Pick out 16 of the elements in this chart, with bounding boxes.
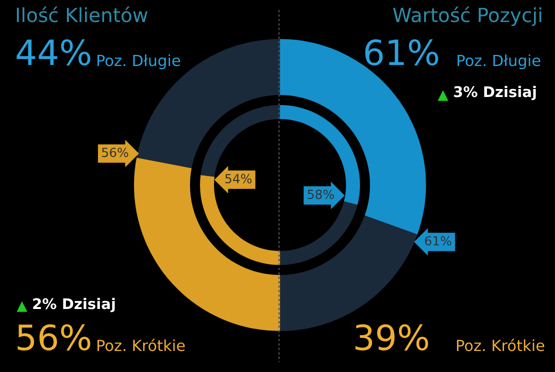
slice-label: Poz. Krótkie	[456, 338, 544, 352]
text: 39%	[355, 324, 428, 350]
text: 56%	[18, 324, 90, 350]
slice-label: Poz. Krótkie	[98, 338, 185, 352]
data-label: 56%	[102, 148, 128, 158]
slice-label: Poz. Długie	[458, 54, 540, 70]
slice-label: Poz. Długie	[98, 54, 180, 70]
text: 44%	[16, 39, 90, 66]
data-label: 61%	[425, 236, 452, 246]
text: 61%	[365, 39, 438, 66]
text: 2% Dzisiaj	[33, 298, 115, 312]
text: Ilość Klientów	[16, 6, 148, 22]
data-label: 58%	[308, 190, 334, 200]
text: Wartość Pozycji	[393, 6, 542, 26]
data-label: 54%	[225, 174, 252, 184]
text: 3% Dzisiaj	[454, 86, 536, 100]
